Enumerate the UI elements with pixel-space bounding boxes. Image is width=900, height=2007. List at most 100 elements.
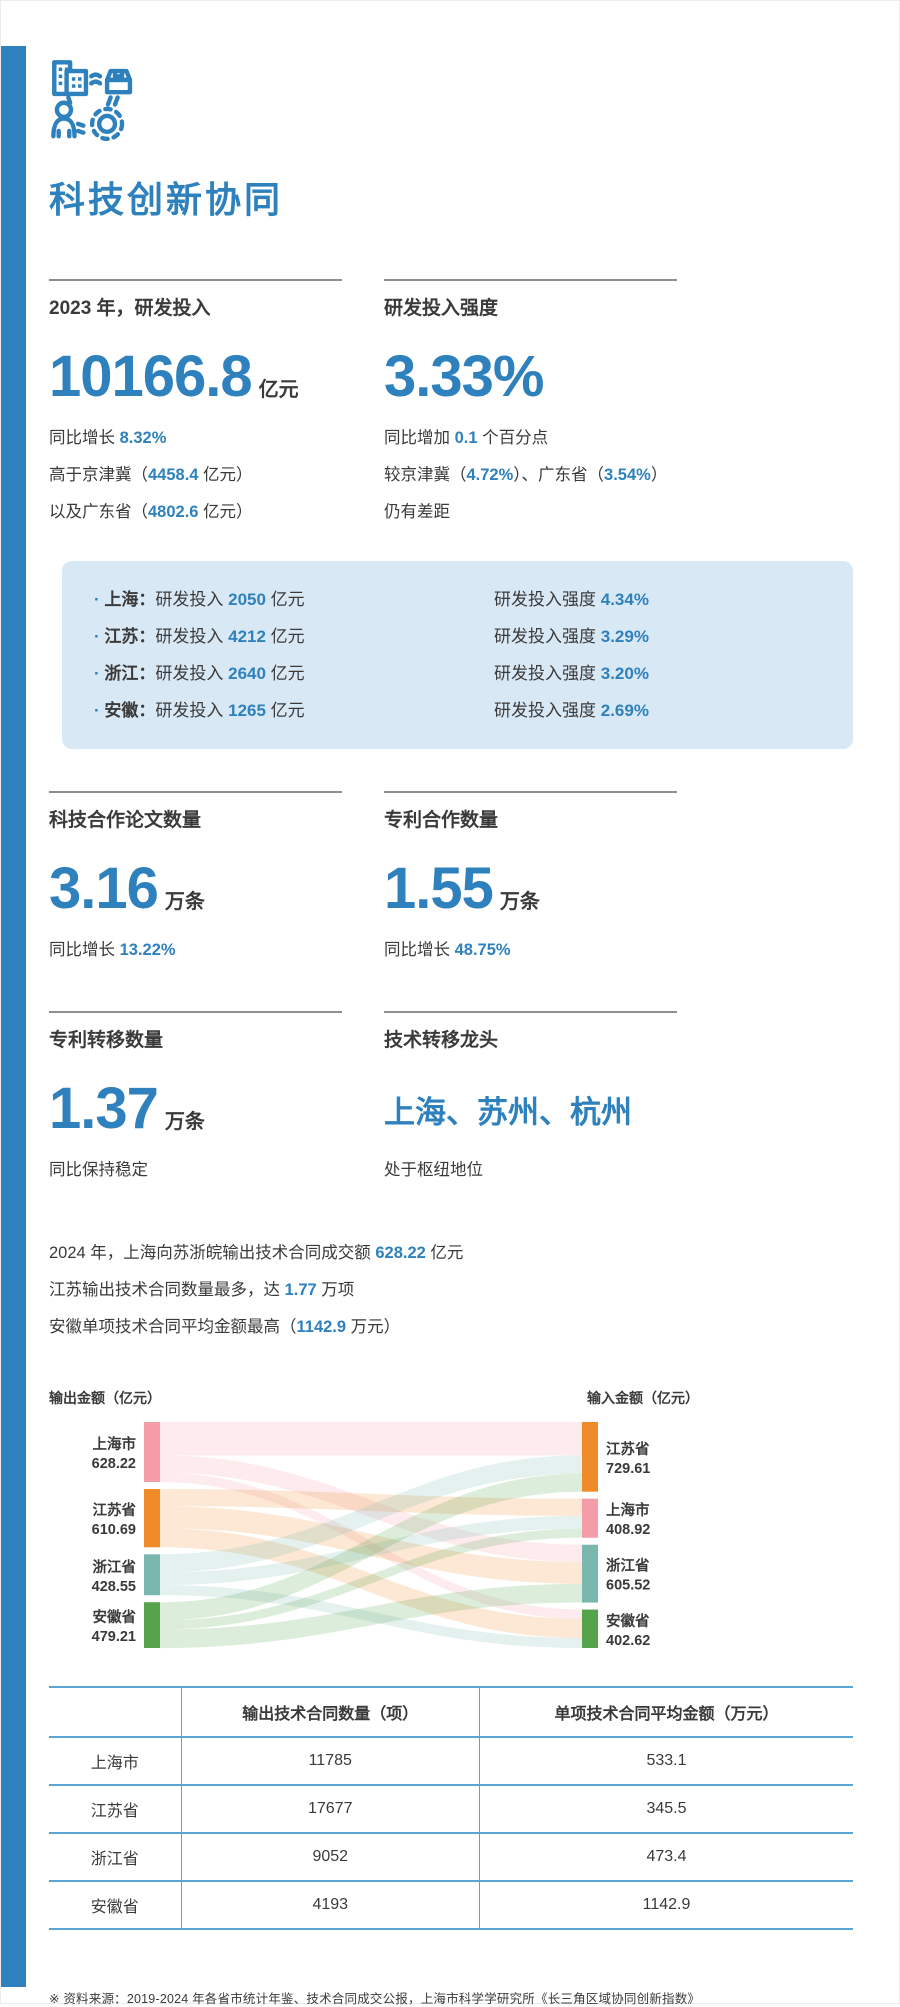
- stat-unit: 万条: [499, 891, 540, 913]
- sankey-node: [144, 1422, 160, 1482]
- stat-block-rd-investment: 2023 年，研发投入 10166.8 亿元 同比增长 8.32% 高于京津冀（4…: [49, 279, 342, 531]
- text-segment: 亿元）: [198, 503, 253, 521]
- text-segment: 江苏输出技术合同数量最多，达: [49, 1281, 285, 1299]
- stat-detail-lines: 同比增长 8.32% 高于京津冀（4458.4 亿元） 以及广东省（4802.6 亿…: [49, 420, 342, 531]
- sankey-flow: [160, 1528, 582, 1639]
- table-cell: 17677: [180, 1785, 480, 1833]
- sankey-node-label: 安徽省 479.21: [92, 1608, 137, 1645]
- table-header-cell: 输出技术合同数量（项）: [180, 1687, 480, 1737]
- text-segment: 628.22: [375, 1244, 426, 1262]
- tech-contract-sankey: 输出金额（亿元） 输入金额（亿元） 上海市 628.22 江苏省 610.69 浙江省 4…: [49, 1388, 699, 1656]
- text-segment: 安徽单项技术合同平均金额最高（: [49, 1318, 297, 1336]
- sankey-flow: [160, 1585, 582, 1649]
- stat-value: 1.55 万条: [384, 840, 677, 918]
- text-segment: ）、广东省（: [513, 466, 605, 484]
- sankey-node: [144, 1554, 160, 1596]
- table-cell: 安徽省: [90, 1899, 139, 1916]
- stat-unit: 亿元: [258, 379, 299, 401]
- text-segment: 亿元: [425, 1244, 464, 1262]
- text-segment: 研发投入强度: [494, 590, 601, 609]
- stat-detail-lines: 处于枢纽地位: [384, 1152, 677, 1189]
- sankey-node-label: 江苏省 729.61: [606, 1440, 650, 1477]
- stat-detail-lines: 同比增长 48.75%: [384, 932, 677, 969]
- sankey-flow: [160, 1515, 582, 1586]
- stat-label: 研发投入强度: [384, 298, 499, 319]
- sankey-node: [582, 1498, 598, 1538]
- source-note: ※ 资料来源：2019-2024 年各省市统计年鉴、技术合同成交公报，上海市科学…: [49, 1992, 701, 2006]
- highlight-row: · 江苏：研发投入 4212 亿元 研发投入强度 3.29%: [94, 618, 833, 655]
- contracts-table-body: 上海市 11785 533.1 江苏省 17677 345.5 浙江省 9052 473.4 安徽…: [49, 1737, 853, 1929]
- stat-number: 1.37: [49, 1076, 159, 1141]
- sankey-flow: [160, 1422, 582, 1456]
- stat-label: 科技合作论文数量: [49, 810, 202, 831]
- table-cell: 4193: [180, 1881, 480, 1929]
- text-segment: ）: [650, 466, 668, 484]
- highlight-row-left: · 江苏：研发投入 4212 亿元: [94, 618, 494, 655]
- sankey-node: [144, 1602, 160, 1648]
- text-segment: 亿元）: [198, 466, 253, 484]
- text-segment: 万元）: [346, 1318, 401, 1336]
- text-segment: 1265: [228, 701, 266, 720]
- highlight-row: · 安徽：研发投入 1265 亿元 研发投入强度 2.69%: [94, 692, 833, 729]
- stat-number: 10166.8: [49, 344, 253, 409]
- text-segment: 13.22%: [119, 941, 176, 959]
- table-cell: 江苏省: [90, 1803, 139, 1820]
- text-line: 同比增加 0.1 个百分点: [384, 420, 677, 457]
- table-header-cell: 单项技术合同平均金额（万元）: [478, 1687, 853, 1737]
- province-highlight-box: · 上海：研发投入 2050 亿元 研发投入强度 4.34% · 江苏：研发投入…: [62, 561, 853, 749]
- text-segment: 3.20%: [600, 664, 649, 683]
- text-line: 2024 年，上海向苏浙皖输出技术合同成交额 628.22 亿元: [49, 1235, 851, 1272]
- text-segment: ·: [94, 701, 105, 720]
- text-segment: 0.1: [454, 429, 478, 447]
- table-row: 江苏省 17677 345.5: [49, 1785, 853, 1833]
- text-segment: 研发投入强度: [494, 664, 601, 683]
- text-segment: 研发投入: [155, 664, 229, 683]
- sankey-flow: [160, 1583, 582, 1649]
- text-segment: 4.34%: [600, 590, 649, 609]
- text-segment: 研发投入强度: [494, 627, 601, 646]
- sankey-flow: [160, 1472, 582, 1619]
- text-line: 同比增长 13.22%: [49, 932, 342, 969]
- summary-paragraph: 2024 年，上海向苏浙皖输出技术合同成交额 628.22 亿元江苏输出技术合同…: [49, 1235, 851, 1346]
- text-segment: 8.32%: [119, 429, 167, 447]
- highlight-row-left: · 浙江：研发投入 2640 亿元: [94, 655, 494, 692]
- sankey-node-label: 安徽省 402.62: [606, 1612, 650, 1649]
- stat-detail-lines: 同比增加 0.1 个百分点 较京津冀（4.72%）、广东省（3.54%） 仍有差距: [384, 420, 677, 531]
- section-divider: [49, 791, 342, 793]
- sankey-node: [582, 1609, 598, 1648]
- text-segment: ·: [94, 590, 105, 609]
- stat-detail-lines: 同比保持稳定: [49, 1152, 342, 1189]
- sankey-flow: [160, 1455, 582, 1573]
- text-segment: 亿元: [265, 701, 305, 720]
- stat-value: 3.16 万条: [49, 840, 342, 918]
- sankey-flow: [160, 1528, 582, 1630]
- stat-block-coop-papers: 科技合作论文数量 3.16 万条 同比增长 13.22%: [49, 791, 342, 969]
- section-cooperation: 科技合作论文数量 3.16 万条 同比增长 13.22% 专利合作数量 1.55…: [49, 791, 851, 969]
- sankey-left-axis-label: 输出金额（亿元）: [49, 1390, 161, 1406]
- stat-number: 3.33%: [384, 344, 544, 409]
- sankey-flow: [160, 1488, 582, 1516]
- highlight-row-left: · 安徽：研发投入 1265 亿元: [94, 692, 494, 729]
- stat-value: 3.33%: [384, 328, 677, 406]
- stat-number: 3.16: [49, 856, 159, 921]
- text-segment: 万项: [316, 1281, 355, 1299]
- table-cell: 1142.9: [478, 1881, 853, 1929]
- sankey-node-label: 浙江省 428.55: [92, 1558, 137, 1595]
- section-divider: [49, 279, 342, 281]
- text-line: 同比增长 48.75%: [384, 932, 677, 969]
- highlight-row-right: 研发投入强度 3.29%: [494, 618, 649, 655]
- table-header-cell: [49, 1687, 181, 1737]
- text-segment: 同比增长: [49, 429, 120, 447]
- highlight-row: · 上海：研发投入 2050 亿元 研发投入强度 4.34%: [94, 581, 833, 618]
- stat-unit: 万条: [164, 1111, 205, 1133]
- text-segment: 1142.9: [296, 1318, 347, 1336]
- sankey-node-label: 上海市 628.22: [92, 1435, 137, 1472]
- sankey-node: [582, 1544, 598, 1603]
- text-segment: 研发投入: [155, 701, 229, 720]
- text-line: 处于枢纽地位: [384, 1152, 677, 1189]
- text-segment: 48.75%: [454, 941, 511, 959]
- text-segment: 4458.4: [148, 466, 199, 484]
- highlight-row-left: · 上海：研发投入 2050 亿元: [94, 581, 494, 618]
- table-cell: 11785: [180, 1737, 480, 1785]
